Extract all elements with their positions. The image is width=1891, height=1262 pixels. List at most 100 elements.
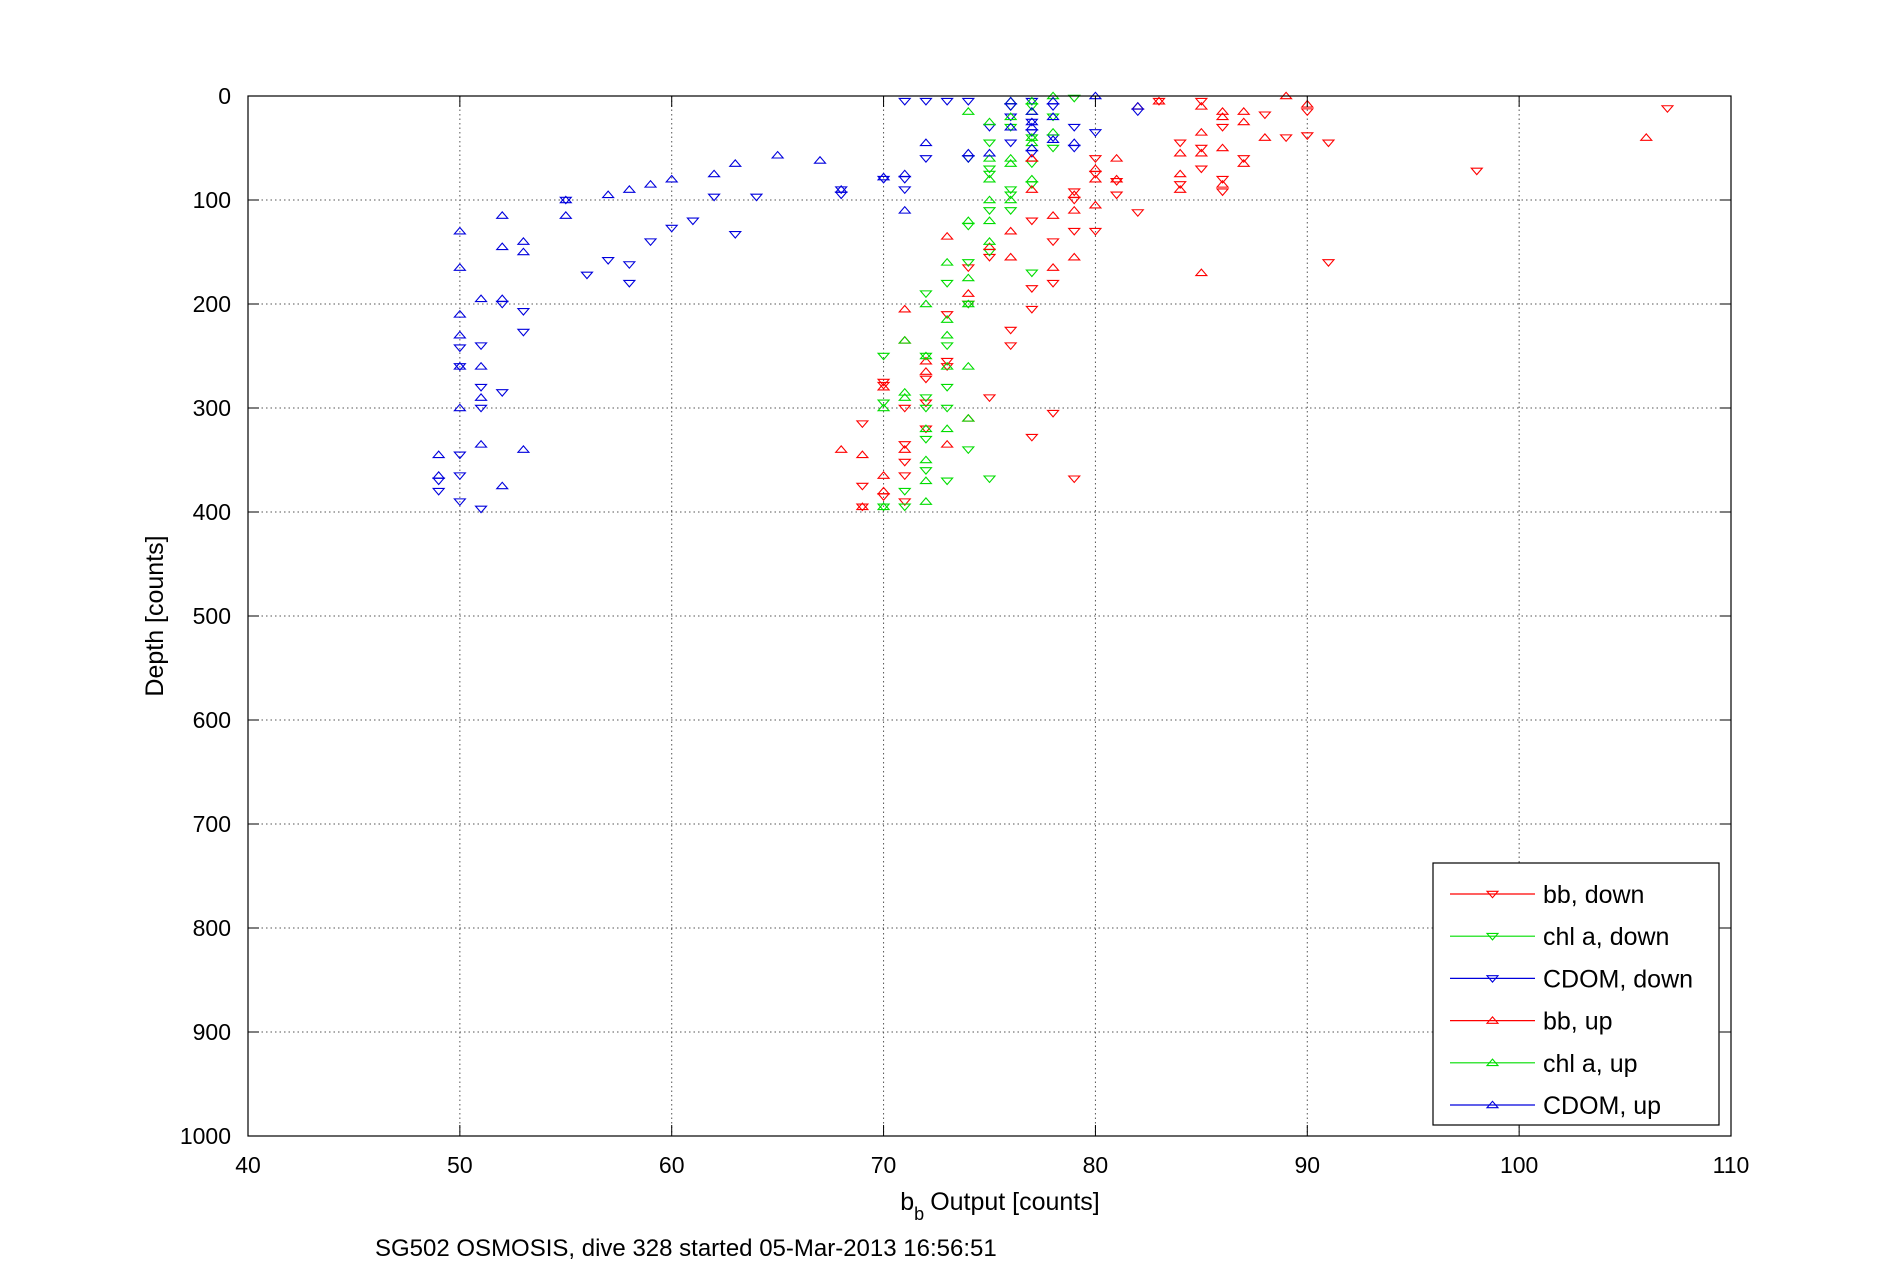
- data-point: [1173, 181, 1187, 189]
- legend-entry: CDOM, up: [1450, 1092, 1661, 1120]
- data-point: [559, 196, 573, 205]
- legend-entry: chl a, down: [1450, 923, 1669, 951]
- data-point: [1003, 207, 1018, 215]
- data-point: [919, 399, 933, 408]
- axis-ticks: 40 50 60 70 80 90 100 110 0 100 200 300 400 500 600 700…: [180, 83, 1750, 1178]
- data-point: [961, 289, 976, 297]
- data-point: [982, 253, 997, 262]
- data-point: [940, 424, 954, 433]
- data-point: [1215, 188, 1230, 197]
- data-point: [1173, 139, 1187, 148]
- data-point: [940, 279, 954, 288]
- data-point: [961, 413, 976, 422]
- data-point: [1003, 159, 1018, 167]
- legend-marker: [1485, 1058, 1500, 1067]
- x-tick-label: 40: [235, 1152, 261, 1178]
- data-point: [1173, 169, 1187, 178]
- caption: SG502 OSMOSIS, dive 328 started 05-Mar-2…: [375, 1235, 997, 1262]
- data-point: [876, 403, 891, 412]
- data-point: [1025, 97, 1039, 106]
- legend-entry: chl a, up: [1450, 1050, 1638, 1078]
- legend-marker: [1485, 1016, 1500, 1024]
- x-axis-label-prefix: b: [900, 1188, 914, 1216]
- data-point: [665, 224, 679, 233]
- data-point: [1003, 96, 1018, 105]
- data-point: [1025, 285, 1039, 293]
- data-point: [940, 330, 954, 339]
- data-point: [1025, 433, 1039, 442]
- data-point: [622, 261, 637, 270]
- y-tick-label: 600: [193, 707, 231, 733]
- data-point: [453, 361, 467, 370]
- legend-box: [1432, 862, 1720, 1126]
- data-point: [919, 455, 933, 464]
- data-point: [431, 450, 446, 459]
- data-point: [1215, 175, 1230, 184]
- legend-marker: [1485, 1100, 1500, 1109]
- data-point: [1025, 174, 1039, 183]
- data-point: [1046, 279, 1060, 288]
- y-axis-label: Depth [counts]: [141, 535, 169, 696]
- data-point: [1003, 123, 1018, 132]
- data-point: [1067, 138, 1081, 147]
- data-point: [982, 139, 997, 148]
- data-point: [1194, 144, 1209, 153]
- data-point: [1067, 190, 1081, 199]
- data-point: [898, 387, 912, 396]
- data-point: [453, 263, 467, 271]
- data-point: [1046, 238, 1060, 247]
- data-point: [940, 439, 954, 448]
- data-point: [453, 309, 467, 318]
- data-point: [982, 475, 997, 484]
- data-point: [898, 335, 912, 344]
- data-point: [1067, 94, 1081, 103]
- data-point: [855, 482, 870, 491]
- data-point: [601, 190, 615, 199]
- data-point: [1194, 268, 1209, 277]
- data-point: [1237, 155, 1251, 163]
- data-point: [919, 404, 933, 413]
- data-point: [453, 403, 467, 412]
- data-point: [495, 242, 509, 251]
- data-point: [1215, 107, 1230, 115]
- data-point: [919, 351, 933, 360]
- legend-label: CDOM, down: [1543, 965, 1693, 993]
- data-point: [1088, 200, 1103, 209]
- data-point: [1215, 143, 1230, 152]
- data-point: [1321, 139, 1336, 148]
- data-point: [1194, 101, 1209, 110]
- data-point: [1003, 112, 1018, 121]
- data-point: [1025, 138, 1039, 147]
- data-point: [1046, 113, 1060, 122]
- data-point: [1131, 101, 1145, 110]
- data-point: [982, 165, 997, 174]
- data-point: [1088, 155, 1103, 163]
- data-point: [855, 420, 870, 429]
- data-point: [1067, 475, 1081, 484]
- data-point: [961, 300, 976, 309]
- data-point: [919, 356, 933, 365]
- data-point: [495, 389, 509, 397]
- y-tick-label: 700: [193, 811, 231, 837]
- data-point: [453, 330, 467, 339]
- legend-marker: [1485, 975, 1500, 983]
- legend: bb, down chl a, down CDOM, down bb, up chl a…: [1432, 862, 1720, 1126]
- data-point: [876, 399, 891, 408]
- data-point: [1025, 217, 1039, 226]
- data-point: [1152, 96, 1166, 105]
- data-point: [1088, 129, 1103, 137]
- data-point: [707, 169, 721, 178]
- data-point: [1046, 409, 1060, 418]
- data-point: [982, 394, 997, 403]
- data-point: [453, 451, 467, 460]
- data-point: [1237, 107, 1251, 115]
- data-point: [1046, 144, 1060, 153]
- x-tick-label: 110: [1713, 1152, 1750, 1178]
- legend-marker: [1485, 932, 1500, 941]
- legend-label: CDOM, up: [1543, 1092, 1661, 1120]
- y-tick-label: 0: [218, 83, 231, 109]
- data-point: [982, 237, 997, 245]
- data-point: [728, 231, 742, 239]
- data-point: [940, 315, 954, 323]
- data-point: [898, 186, 912, 195]
